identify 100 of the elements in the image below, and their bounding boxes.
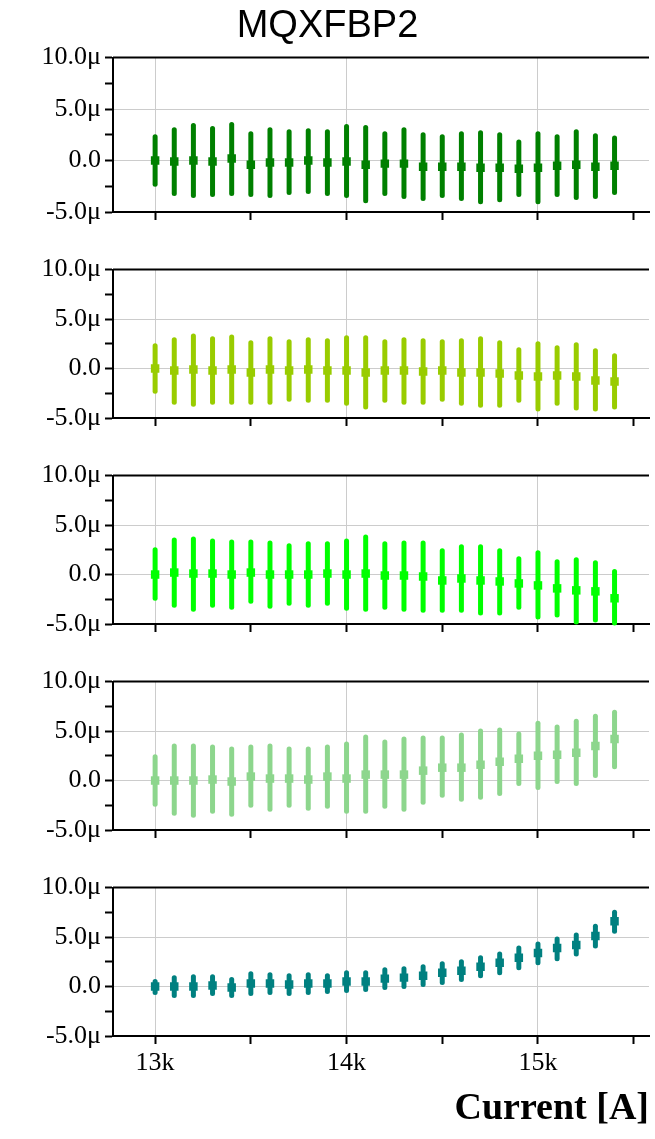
y-tick-label: 5.0μ xyxy=(54,508,101,538)
point xyxy=(304,365,313,374)
point xyxy=(495,958,504,968)
point xyxy=(457,966,466,975)
point xyxy=(533,581,543,590)
point xyxy=(265,365,275,374)
x-tick-label: 14k xyxy=(327,1047,367,1077)
point xyxy=(361,368,370,377)
y-tick-label: 0.0 xyxy=(68,144,101,174)
y-tick-label: 5.0μ xyxy=(54,302,101,332)
y-tick-label: 10.0μ xyxy=(41,253,101,283)
point xyxy=(170,982,179,991)
point xyxy=(150,570,160,579)
point xyxy=(610,734,619,744)
point xyxy=(227,365,236,374)
point xyxy=(572,748,581,758)
point xyxy=(476,760,485,769)
point xyxy=(457,162,466,171)
point xyxy=(342,570,351,579)
point xyxy=(552,371,562,380)
point xyxy=(533,372,543,381)
point xyxy=(189,156,198,165)
y-tick-label: -5.0μ xyxy=(45,607,101,637)
point xyxy=(208,569,217,578)
point xyxy=(265,774,275,783)
point xyxy=(323,979,332,988)
point xyxy=(323,569,332,578)
point xyxy=(572,372,581,381)
point xyxy=(399,366,409,375)
point xyxy=(438,576,447,585)
point xyxy=(514,371,524,380)
y-tick-label: 10.0μ xyxy=(41,871,101,901)
point xyxy=(361,770,370,779)
point xyxy=(457,574,466,583)
point xyxy=(342,977,351,986)
point xyxy=(495,577,504,586)
point xyxy=(227,570,236,579)
point xyxy=(418,572,428,581)
point xyxy=(495,757,504,766)
point xyxy=(476,368,485,377)
point xyxy=(323,366,332,375)
point xyxy=(170,568,179,577)
point xyxy=(361,977,370,986)
point xyxy=(399,770,409,779)
point xyxy=(399,571,409,580)
point xyxy=(438,162,447,171)
point xyxy=(438,968,447,977)
point xyxy=(591,376,600,385)
point xyxy=(342,774,351,783)
y-tick-label: 5.0μ xyxy=(54,920,101,950)
point xyxy=(380,571,390,580)
point xyxy=(227,777,236,786)
point xyxy=(304,570,313,579)
point xyxy=(284,366,294,375)
point xyxy=(189,982,198,991)
point xyxy=(438,366,447,375)
y-tick-label: 0.0 xyxy=(68,352,101,382)
point xyxy=(418,162,428,171)
point xyxy=(591,587,600,596)
x-tick-label: 13k xyxy=(135,1047,175,1077)
point xyxy=(399,159,409,168)
point xyxy=(418,367,428,376)
point xyxy=(495,369,504,378)
point xyxy=(361,569,370,578)
point xyxy=(189,569,198,578)
point xyxy=(304,156,313,165)
point xyxy=(150,364,160,373)
y-tick-label: 10.0μ xyxy=(41,41,101,71)
point xyxy=(342,157,351,166)
point xyxy=(399,973,409,982)
point xyxy=(208,981,217,990)
point xyxy=(284,774,294,783)
y-tick-label: 0.0 xyxy=(68,970,101,1000)
x-axis-title: Current [A] xyxy=(454,1085,649,1128)
point xyxy=(265,570,275,579)
point xyxy=(457,763,466,772)
point xyxy=(476,962,485,971)
point xyxy=(591,741,600,751)
point xyxy=(208,157,217,166)
point xyxy=(170,157,179,166)
point xyxy=(246,160,256,169)
point xyxy=(170,366,179,375)
point xyxy=(495,163,504,172)
point xyxy=(610,917,619,926)
point xyxy=(170,776,179,785)
point xyxy=(476,163,485,172)
point xyxy=(457,368,466,377)
point xyxy=(208,775,217,784)
y-tick-label: 10.0μ xyxy=(41,459,101,489)
point xyxy=(380,974,390,983)
y-tick-label: -5.0μ xyxy=(45,401,101,431)
point xyxy=(150,156,160,165)
point xyxy=(284,570,294,579)
point xyxy=(189,776,198,785)
point xyxy=(476,576,485,585)
point xyxy=(246,979,256,988)
y-tick-label: 5.0μ xyxy=(54,92,101,122)
y-tick-label: -5.0μ xyxy=(45,1019,101,1049)
y-tick-label: -5.0μ xyxy=(45,195,101,225)
point xyxy=(572,160,581,169)
